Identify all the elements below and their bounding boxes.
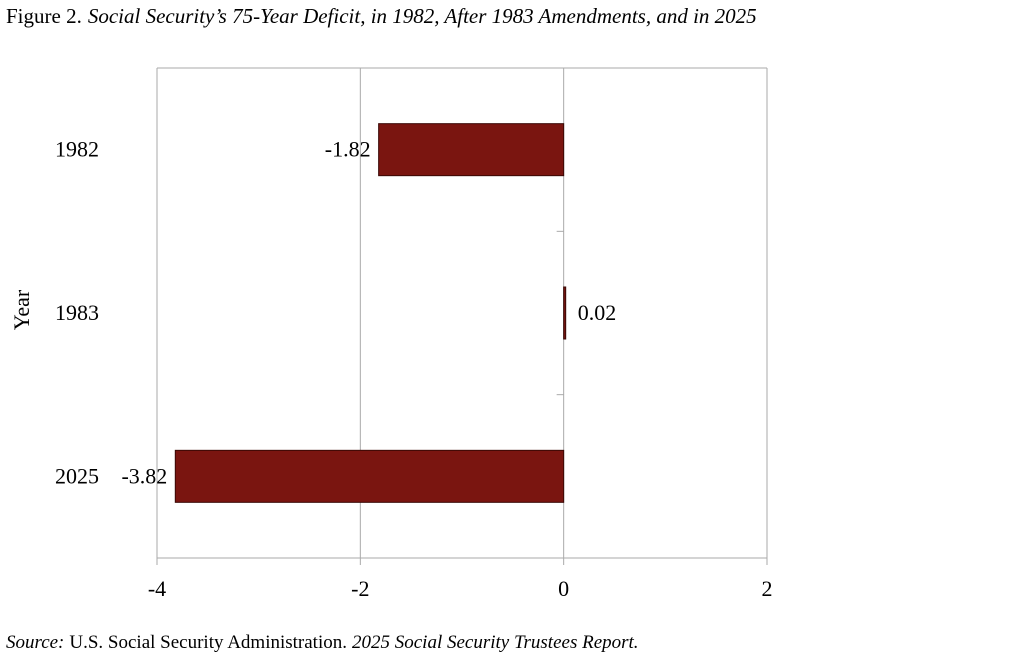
x-tick-label: -2	[351, 576, 369, 601]
y-tick-label: 1982	[55, 137, 99, 162]
value-label: -3.82	[121, 463, 167, 488]
value-label: -1.82	[325, 137, 371, 162]
y-tick-label: 2025	[55, 463, 99, 488]
source-label: Source:	[6, 632, 64, 653]
source-publisher: U.S. Social Security Administration.	[69, 632, 347, 653]
x-tick-label: 2	[762, 576, 773, 601]
title-prefix: Figure 2.	[6, 4, 82, 28]
source-note: Source: U.S. Social Security Administrati…	[6, 632, 639, 653]
x-tick-label: 0	[558, 576, 569, 601]
source-report: 2025 Social Security Trustees Report.	[352, 632, 639, 653]
x-tick-label: -4	[148, 576, 166, 601]
y-axis-label: Year	[9, 289, 34, 330]
bar	[378, 123, 565, 177]
value-label: 0.02	[578, 300, 617, 325]
bar	[174, 449, 565, 503]
chart-title: Figure 2. Social Security’s 75-Year Defic…	[6, 4, 757, 28]
bar	[563, 286, 567, 340]
title-text: Social Security’s 75-Year Deficit, in 19…	[88, 4, 757, 28]
y-tick-label: 1983	[55, 300, 99, 325]
